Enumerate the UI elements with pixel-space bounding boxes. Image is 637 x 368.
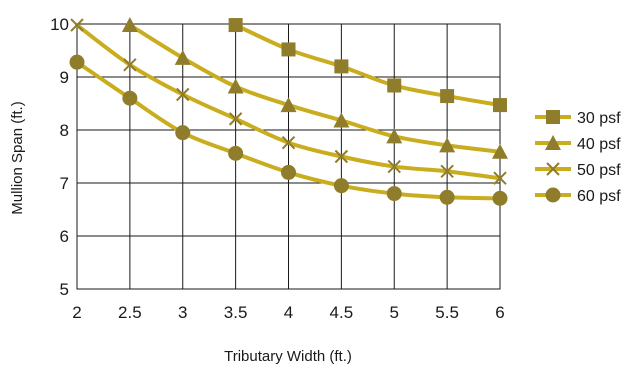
series-60-psf: [69, 54, 508, 206]
data-point: [387, 78, 402, 93]
data-point: [334, 59, 349, 74]
data-point: [176, 87, 190, 102]
legend-marker: [545, 135, 561, 150]
data-point: [280, 97, 297, 113]
x-tick-label: 6: [495, 303, 504, 322]
legend-marker: [546, 110, 560, 124]
y-tick-label: 10: [50, 15, 69, 34]
series-40-psf: [121, 17, 508, 159]
data-point: [492, 143, 508, 159]
data-point: [493, 98, 507, 113]
data-point: [493, 171, 507, 185]
data-point: [175, 125, 191, 141]
x-tick-label: 2.5: [118, 303, 142, 322]
x-tick-label: 4.5: [330, 303, 354, 322]
data-point: [492, 190, 508, 206]
grid: [76, 23, 501, 290]
data-point: [281, 136, 296, 150]
data-point: [123, 58, 137, 72]
x-axis-ticks: 2 2.5 3 3.5 4 4.5 5 5.5 6: [72, 303, 504, 322]
x-tick-label: 5.5: [435, 303, 459, 322]
data-point: [386, 186, 402, 202]
data-point: [333, 178, 349, 194]
legend-marker: [546, 162, 560, 176]
legend-label: 60 psf: [577, 188, 621, 205]
data-point: [227, 78, 244, 94]
x-tick-label: 4: [284, 303, 293, 322]
data-point: [228, 145, 244, 161]
data-point: [281, 42, 296, 57]
data-point: [333, 112, 350, 128]
data-point: [439, 137, 456, 153]
data-point: [228, 18, 243, 33]
data-point: [121, 17, 138, 33]
y-tick-label: 6: [60, 227, 69, 246]
y-tick-label: 9: [60, 68, 69, 87]
legend-item: 30 psf: [535, 110, 621, 127]
legend-item: 40 psf: [535, 135, 621, 153]
legend-item: 50 psf: [535, 162, 621, 179]
data-point: [440, 164, 454, 179]
series-line: [233, 23, 502, 108]
data-point: [439, 189, 455, 205]
data-point: [334, 149, 349, 164]
legend-label: 40 psf: [577, 136, 621, 153]
data-point: [69, 54, 85, 70]
x-tick-label: 3.5: [224, 303, 248, 322]
data-point: [386, 128, 403, 144]
y-axis-ticks: 5 6 7 8 9 10: [50, 15, 69, 299]
x-tick-label: 3: [178, 303, 187, 322]
data-point: [174, 49, 191, 65]
data-point: [228, 112, 243, 126]
data-point: [281, 164, 296, 180]
series-group: [69, 17, 508, 206]
data-point: [70, 18, 84, 32]
series-50-psf: [70, 18, 507, 185]
legend-label: 50 psf: [577, 162, 621, 179]
x-tick-label: 2: [72, 303, 81, 322]
legend-item: 60 psf: [535, 187, 621, 205]
series-30-psf: [228, 18, 507, 113]
data-point: [387, 159, 401, 174]
legend-marker: [545, 187, 561, 203]
x-tick-label: 5: [390, 303, 399, 322]
y-tick-label: 8: [60, 121, 69, 140]
y-tick-label: 5: [60, 280, 69, 299]
legend-label: 30 psf: [577, 110, 621, 127]
y-tick-label: 7: [60, 174, 69, 193]
data-point: [440, 89, 455, 104]
x-axis-title: Tributary Width (ft.): [224, 348, 352, 365]
y-axis-title: Mullion Span (ft.): [9, 101, 26, 214]
legend: 30 psf 40 psf 50 psf 60 psf: [535, 110, 621, 205]
data-point: [122, 90, 138, 106]
